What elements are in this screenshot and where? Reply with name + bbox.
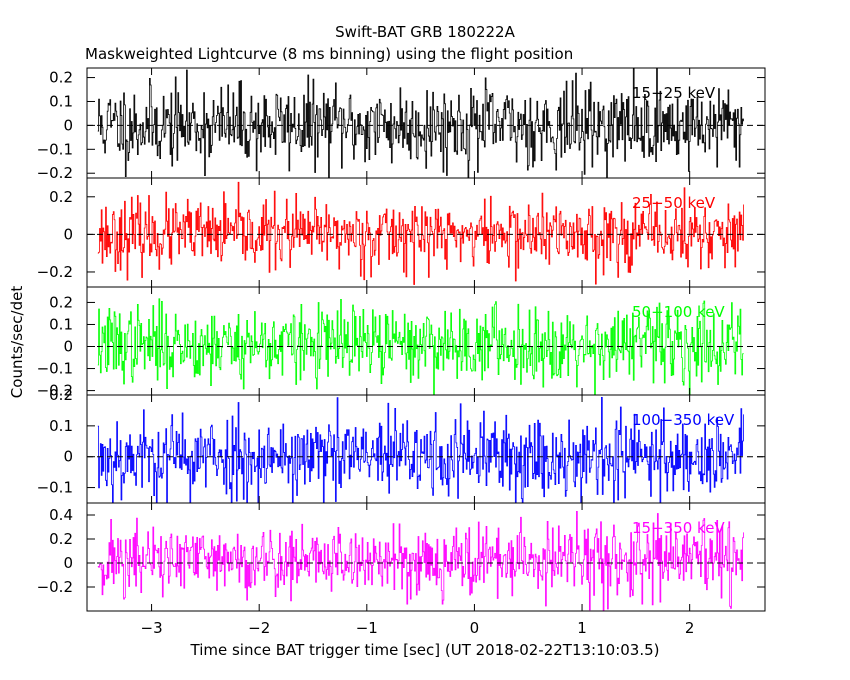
panels-group: 15−25 keV −0.2 −0.1 0 0.1 0.2 25−50 keV −0.2 0 0.…: [37, 67, 766, 637]
x-tick-label: 2: [685, 619, 695, 637]
panel-4: 100−350 keV −0.1 0 0.1 0.2: [37, 386, 766, 504]
series-line: [97, 68, 744, 178]
y-tick-label: 0.1: [49, 315, 73, 333]
series-label: 15−350 keV: [632, 519, 725, 537]
x-tick-label: −3: [141, 619, 163, 637]
panel-frame: [86, 502, 766, 612]
figure-title: Swift-BAT GRB 180222A: [335, 23, 515, 41]
y-tick-label: 0.4: [49, 506, 73, 524]
y-tick-label: 0.1: [49, 417, 73, 435]
series-label: 15−25 keV: [632, 84, 716, 102]
y-tick-label: −0.1: [37, 479, 73, 497]
series-line: [97, 298, 744, 395]
y-tick-label: −0.2: [37, 263, 73, 281]
panel-3: 50−100 keV −0.2 −0.1 0 0.1 0.2: [37, 286, 766, 400]
panel-2: 25−50 keV −0.2 0 0.2: [37, 177, 766, 288]
x-tick-label: 1: [577, 619, 587, 637]
y-tick-label: −0.2: [37, 382, 73, 400]
panel-5: 15−350 keV −0.2 0 0.2 0.4 −3 −2 −1 0 1 2: [37, 502, 766, 637]
figure-subtitle: Maskweighted Lightcurve (8 ms binning) u…: [85, 45, 573, 63]
y-axis-label: Counts/sec/det: [8, 286, 26, 399]
x-tick-label: −1: [356, 619, 378, 637]
series-line: [97, 511, 744, 611]
series-label: 50−100 keV: [632, 303, 725, 321]
y-tick-label: −0.2: [37, 578, 73, 596]
y-tick-label: 0.2: [49, 69, 73, 87]
y-tick-label: 0: [63, 116, 73, 134]
y-tick-label: 0.2: [49, 293, 73, 311]
series-line: [97, 181, 744, 285]
y-tick-label: 0.1: [49, 92, 73, 110]
y-tick-label: 0: [63, 448, 73, 466]
y-tick-label: 0.2: [49, 188, 73, 206]
x-axis-label: Time since BAT trigger time [sec] (UT 20…: [190, 641, 660, 659]
panel-1: 15−25 keV −0.2 −0.1 0 0.1 0.2: [37, 67, 766, 182]
x-tick-label: −2: [248, 619, 270, 637]
y-tick-label: −0.1: [37, 360, 73, 378]
y-tick-label: −0.2: [37, 164, 73, 182]
series-label: 25−50 keV: [632, 194, 716, 212]
x-tick-label: 0: [470, 619, 480, 637]
y-tick-label: 0.2: [49, 386, 73, 404]
y-tick-label: 0: [63, 225, 73, 243]
y-tick-label: 0: [63, 338, 73, 356]
series-line: [97, 397, 744, 503]
series-label: 100−350 keV: [632, 411, 735, 429]
y-tick-label: −0.1: [37, 140, 73, 158]
y-tick-label: 0: [63, 554, 73, 572]
y-tick-label: 0.2: [49, 530, 73, 548]
